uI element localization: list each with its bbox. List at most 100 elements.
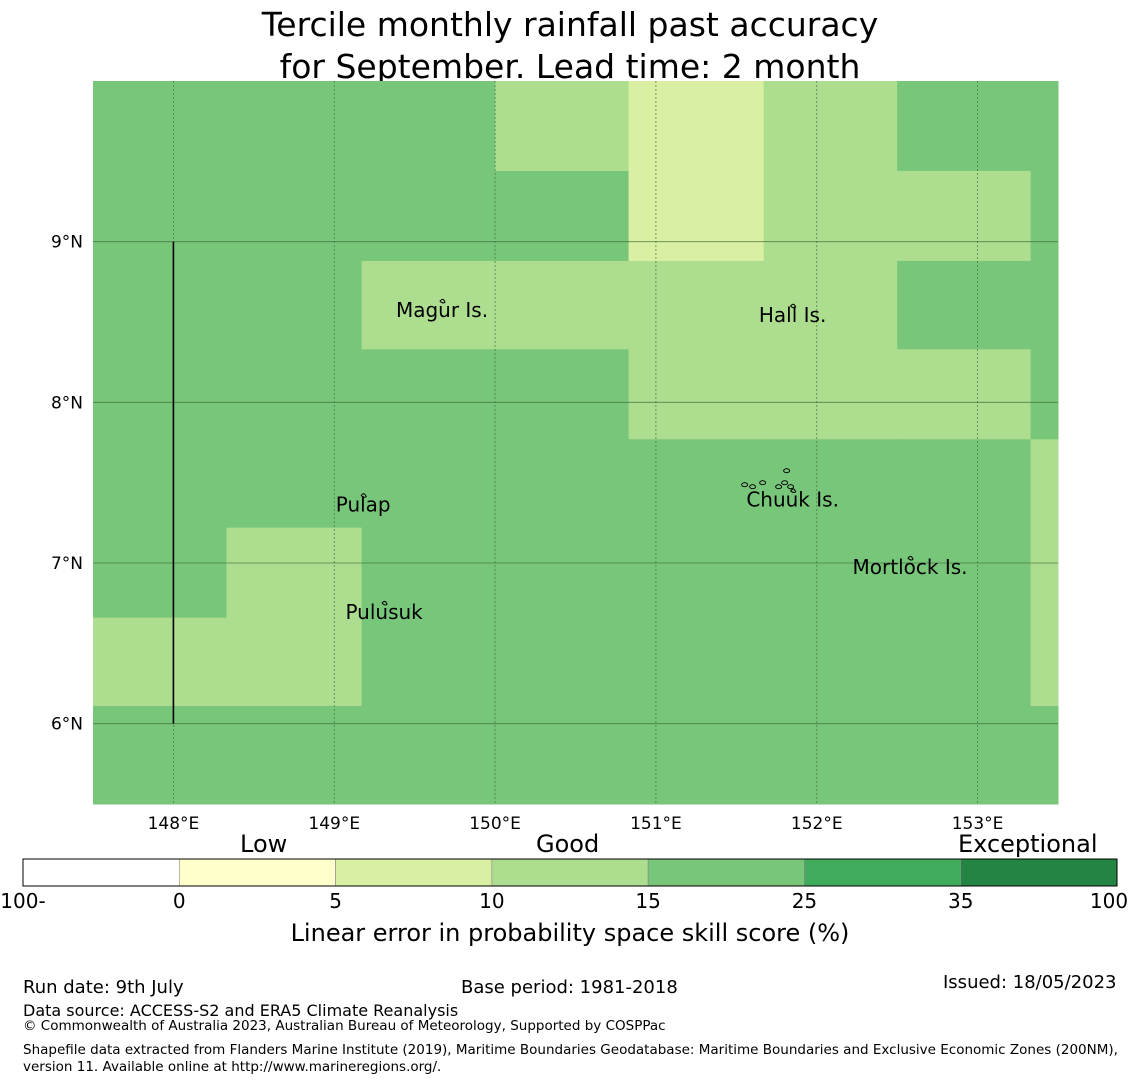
skill-cell: [495, 349, 630, 440]
island-label: Chuuk Is.: [746, 488, 839, 512]
skill-cell: [495, 170, 630, 262]
island-markers: Magur Is. Hall Is. Pulap Chuuk Is. Mortlock …: [336, 298, 968, 624]
island-outline: [907, 555, 914, 561]
skill-cell: [1030, 439, 1059, 529]
skill-cell: [226, 81, 363, 172]
island-label: Pulusuk: [345, 600, 423, 624]
colorbar-label: Linear error in probability space skill …: [290, 919, 850, 947]
island-outline: [749, 484, 757, 490]
lon-tick-label: 151°E: [630, 814, 682, 834]
run-date: Run date: 9th July: [23, 977, 184, 998]
skill-cell: [628, 705, 765, 805]
skill-cell: [628, 170, 765, 262]
skill-cell: [763, 349, 898, 440]
skill-cell: [628, 527, 765, 619]
island-outline: [759, 480, 767, 486]
skill-cell: [897, 439, 1032, 529]
skill-cell: [93, 439, 227, 529]
lon-tick-label: 148°E: [148, 814, 200, 834]
title-line-2: for September. Lead time: 2 month: [279, 47, 861, 86]
graticule: [93, 81, 1058, 804]
skill-cell: [628, 617, 765, 707]
island-outline: [741, 482, 749, 488]
skill-cell: [628, 439, 765, 529]
skill-cell: [763, 705, 898, 805]
skill-cell: [897, 705, 1032, 805]
skill-cell: [763, 439, 898, 529]
island-outline: [789, 303, 797, 309]
colorbar-segment: [960, 858, 1118, 887]
skill-cell: [361, 527, 496, 619]
skill-cell: [1030, 260, 1059, 350]
lon-tick-label: 152°E: [791, 814, 843, 834]
colorbar-tick-label: 10: [479, 889, 505, 913]
skill-cell: [93, 705, 227, 805]
skill-cell: [93, 170, 227, 262]
colorbar-segment: [804, 858, 962, 887]
skill-cell: [495, 260, 630, 350]
colorbar-segment: [647, 858, 805, 887]
shapefile-credit: Shapefile data extracted from Flanders M…: [23, 1042, 1118, 1075]
colorbar-segment: [491, 858, 649, 887]
skill-grid: [93, 81, 1059, 805]
island-outline: [789, 488, 797, 494]
skill-cell: [495, 527, 630, 619]
skill-cell: [93, 527, 227, 619]
skill-cell: [361, 170, 496, 262]
skill-cell: [361, 617, 496, 707]
skill-cell: [361, 705, 496, 805]
skill-cell: [226, 349, 363, 440]
skill-cell: [361, 81, 496, 172]
skill-cell: [495, 705, 630, 805]
issued-date: Issued: 18/05/2023: [943, 972, 1117, 993]
island-outline: [783, 468, 791, 474]
skill-cell: [1030, 81, 1059, 172]
skill-cell: [897, 617, 1032, 707]
lat-tick-label: 7°N: [51, 554, 83, 574]
map-title: Tercile monthly rainfall past accuracy f…: [0, 4, 1140, 88]
island-label: Hall Is.: [759, 303, 826, 327]
colorbar-tick-label: 0: [172, 889, 186, 913]
colorbar-tick-label: 15: [635, 889, 661, 913]
copyright: © Commonwealth of Australia 2023, Austra…: [23, 1018, 666, 1034]
lat-tick-label: 9°N: [51, 233, 83, 253]
lat-tick-label: 8°N: [51, 393, 83, 413]
colorbar-tick-label: -100: [0, 889, 46, 913]
axis-ticks: 148°E 149°E 150°E 151°E 152°E 153°E 9°N 8°N 7°N 6…: [51, 233, 1003, 834]
colorbar-tick-label: 5: [329, 889, 342, 913]
island-outline: [787, 484, 795, 490]
island-label: Mortlock Is.: [853, 555, 968, 579]
colorbar-tick-label: 35: [947, 889, 974, 913]
skill-cell: [897, 527, 1032, 619]
skill-cell: [93, 260, 227, 350]
skill-cell: [226, 439, 363, 529]
island-outline: [775, 484, 783, 490]
island-outline: [781, 480, 789, 486]
band-label-exceptional: Exceptional: [958, 830, 1098, 858]
skill-cell: [1030, 527, 1059, 619]
island-outline: [360, 493, 367, 498]
skill-cell: [1030, 705, 1059, 805]
skill-cell: [897, 81, 1032, 172]
skill-cell: [897, 260, 1032, 350]
skill-cell: [361, 260, 496, 350]
skill-cell: [897, 170, 1032, 262]
skill-cell: [226, 527, 363, 619]
band-label-low: Low: [240, 830, 288, 858]
island-outline: [381, 600, 388, 606]
colorbar-segment: [178, 858, 336, 887]
skill-cell: [93, 81, 227, 172]
skill-map: Magur Is. Hall Is. Pulap Chuuk Is. Mortlock …: [22, 81, 1118, 887]
colorbar-tick-label: 100: [1089, 889, 1129, 913]
skill-cell: [226, 260, 363, 350]
skill-cell: [93, 349, 227, 440]
lat-tick-label: 6°N: [51, 715, 83, 735]
colorbar-tick-label: 25: [791, 889, 818, 913]
skill-cell: [897, 349, 1032, 440]
lon-tick-label: 153°E: [952, 814, 1004, 834]
skill-cell: [628, 349, 765, 440]
skill-cell: [1030, 170, 1059, 262]
skill-cell: [361, 349, 496, 440]
skill-cell: [226, 170, 363, 262]
colorbar: [22, 858, 1118, 887]
